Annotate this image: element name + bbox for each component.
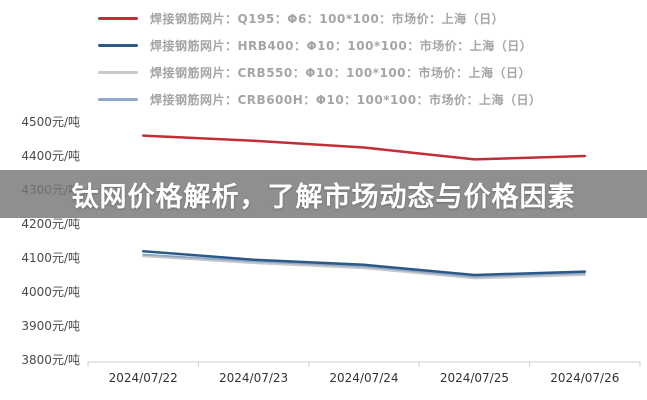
chart-legend: 焊接钢筋网片：Q195：Φ6：100*100：市场价：上海（日） 焊接钢筋网片：… xyxy=(98,8,542,110)
y-axis-tick-label: 3900元/吨 xyxy=(21,319,80,333)
legend-label: 焊接钢筋网片：CRB550：Φ10：100*100：市场价：上海（日） xyxy=(150,66,532,80)
y-axis-tick-label: 4200元/吨 xyxy=(21,217,80,231)
series-line-1 xyxy=(141,249,587,277)
y-axis-tick-label: 4000元/吨 xyxy=(21,285,80,299)
legend-item-crb600h[interactable]: 焊接钢筋网片：CRB600H：Φ10：100*100：市场价：上海（日） xyxy=(98,89,542,110)
legend-item-hrb400[interactable]: 焊接钢筋网片：HRB400：Φ10：100*100：市场价：上海（日） xyxy=(98,35,542,56)
x-axis-tick-label: 2024/07/25 xyxy=(440,371,509,385)
headline-banner: 钛网价格解析，了解市场动态与价格因素 xyxy=(0,170,647,218)
legend-label: 焊接钢筋网片：Q195：Φ6：100*100：市场价：上海（日） xyxy=(150,12,505,26)
series-line-swatch xyxy=(98,98,138,101)
series-line-2 xyxy=(142,255,586,280)
x-axis-tick-label: 2024/07/22 xyxy=(109,371,178,385)
series-line-0 xyxy=(141,134,587,161)
headline-text: 钛网价格解析，了解市场动态与价格因素 xyxy=(71,181,576,213)
legend-label: 焊接钢筋网片：HRB400：Φ10：100*100：市场价：上海（日） xyxy=(150,39,533,53)
legend-item-q195[interactable]: 焊接钢筋网片：Q195：Φ6：100*100：市场价：上海（日） xyxy=(98,8,542,29)
y-axis-tick-label: 4100元/吨 xyxy=(21,251,80,265)
series-line-swatch xyxy=(98,44,138,47)
y-axis-tick-label: 4400元/吨 xyxy=(21,149,80,163)
x-axis-tick-label: 2024/07/24 xyxy=(329,371,398,385)
y-axis-tick-label: 4500元/吨 xyxy=(21,115,80,129)
series-line-swatch xyxy=(98,71,138,74)
legend-label: 焊接钢筋网片：CRB600H：Φ10：100*100：市场价：上海（日） xyxy=(150,93,542,107)
y-axis-tick-label: 3800元/吨 xyxy=(21,353,80,367)
series-line-swatch xyxy=(98,17,138,20)
x-axis-tick-label: 2024/07/26 xyxy=(550,371,619,385)
legend-item-crb550[interactable]: 焊接钢筋网片：CRB550：Φ10：100*100：市场价：上海（日） xyxy=(98,62,542,83)
x-axis-tick-label: 2024/07/23 xyxy=(219,371,288,385)
series-line-3 xyxy=(142,253,586,278)
